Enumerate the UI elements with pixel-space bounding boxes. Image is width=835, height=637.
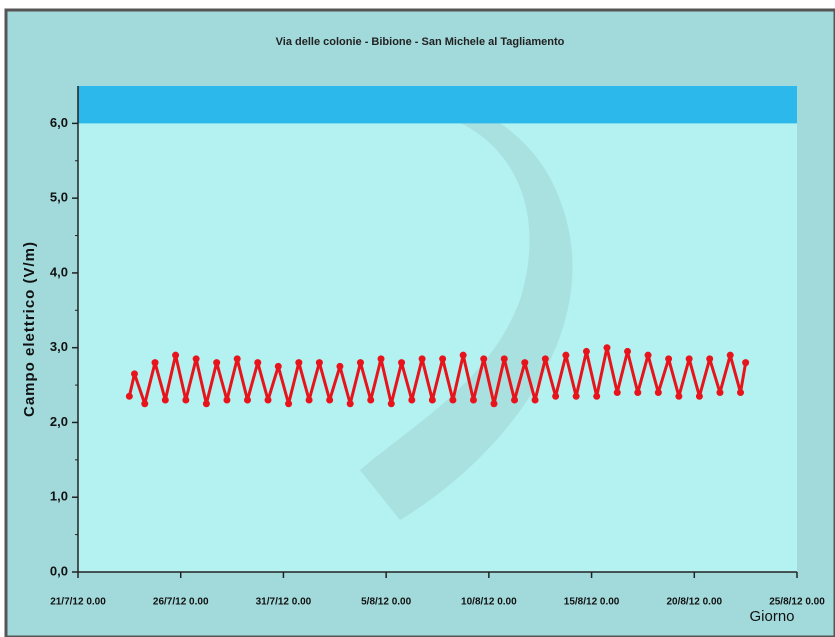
data-point <box>418 355 426 363</box>
y-axis-label: Campo elettrico (V/m) <box>21 241 38 417</box>
data-point <box>243 396 251 404</box>
data-point <box>305 396 313 404</box>
data-point <box>346 400 354 408</box>
data-point <box>192 355 200 363</box>
data-point <box>223 396 231 404</box>
data-point <box>459 351 467 359</box>
data-point <box>582 347 590 355</box>
data-point <box>449 396 457 404</box>
data-point <box>213 359 221 367</box>
chart-title: Via delle colonie - Bibione - San Michel… <box>276 36 565 48</box>
data-point <box>356 359 364 367</box>
data-point <box>151 359 159 367</box>
y-tick-label: 2,0 <box>50 414 68 429</box>
data-point <box>500 355 508 363</box>
data-point <box>233 355 241 363</box>
x-tick-label: 26/7/12 0.00 <box>153 597 209 608</box>
data-point <box>408 396 416 404</box>
data-point <box>264 396 272 404</box>
data-point <box>593 392 601 400</box>
data-point <box>398 359 406 367</box>
data-point <box>521 359 529 367</box>
data-point <box>130 370 138 378</box>
data-point <box>562 351 570 359</box>
x-tick-label: 15/8/12 0.00 <box>564 597 620 608</box>
data-point <box>295 359 303 367</box>
data-point <box>469 396 477 404</box>
data-point <box>742 359 750 367</box>
data-point <box>336 362 344 370</box>
watermark <box>310 87 573 520</box>
plot-area <box>78 86 797 572</box>
data-point <box>695 392 703 400</box>
data-point <box>716 389 724 397</box>
limit-band <box>78 86 797 124</box>
data-point <box>665 355 673 363</box>
x-tick-label: 10/8/12 0.00 <box>461 597 517 608</box>
data-point <box>706 355 714 363</box>
data-point <box>685 355 693 363</box>
data-point <box>254 359 262 367</box>
x-tick-label: 5/8/12 0.00 <box>361 597 411 608</box>
data-point <box>552 392 560 400</box>
y-tick-label: 4,0 <box>50 264 68 279</box>
y-tick-label: 3,0 <box>50 339 68 354</box>
data-point <box>387 400 395 408</box>
y-tick-label: 5,0 <box>50 190 68 205</box>
y-tick-label: 6,0 <box>50 115 68 130</box>
data-point <box>326 396 334 404</box>
data-point <box>490 400 498 408</box>
y-tick-label: 0,0 <box>50 563 68 578</box>
x-tick-label: 21/7/12 0.00 <box>50 597 106 608</box>
data-point <box>172 351 180 359</box>
data-point <box>141 400 149 408</box>
data-point <box>726 351 734 359</box>
data-point <box>377 355 385 363</box>
data-line <box>127 346 748 406</box>
x-axis-label: Giorno <box>749 608 794 625</box>
data-point <box>367 396 375 404</box>
data-point <box>572 392 580 400</box>
data-point <box>274 362 282 370</box>
data-point <box>603 344 611 352</box>
x-tick-label: 25/8/12 0.00 <box>769 597 825 608</box>
data-point <box>161 396 169 404</box>
data-point <box>480 355 488 363</box>
data-point <box>644 351 652 359</box>
data-point <box>511 396 519 404</box>
data-point <box>439 355 447 363</box>
data-point <box>315 359 323 367</box>
data-point <box>541 355 549 363</box>
y-tick-label: 1,0 <box>50 489 68 504</box>
x-tick-label: 20/8/12 0.00 <box>666 597 722 608</box>
data-point <box>654 389 662 397</box>
data-point <box>613 389 621 397</box>
data-point <box>428 396 436 404</box>
data-point <box>285 400 293 408</box>
x-tick-label: 31/7/12 0.00 <box>256 597 312 608</box>
data-point <box>634 389 642 397</box>
data-point <box>624 347 632 355</box>
data-point <box>737 389 745 397</box>
data-point <box>675 392 683 400</box>
data-point <box>125 392 133 400</box>
data-point <box>202 400 210 408</box>
data-point <box>182 396 190 404</box>
data-point <box>531 396 539 404</box>
